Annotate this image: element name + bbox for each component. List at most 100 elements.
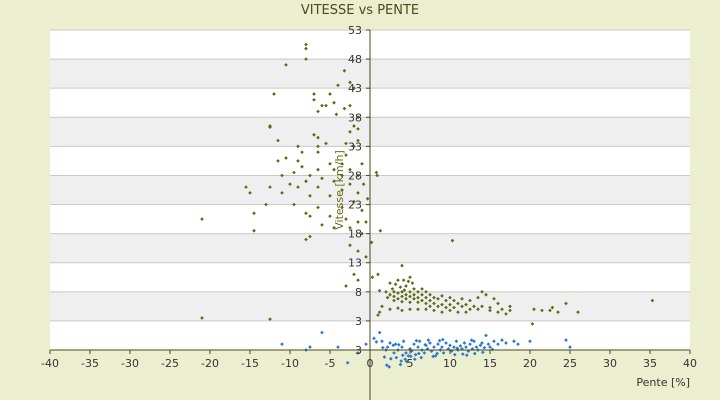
data-point xyxy=(272,92,276,96)
data-point xyxy=(328,214,332,219)
data-point xyxy=(512,339,516,344)
data-point xyxy=(312,132,316,137)
data-point xyxy=(200,316,204,320)
data-point xyxy=(548,308,552,313)
data-point xyxy=(288,182,292,187)
data-point xyxy=(348,225,352,230)
data-point xyxy=(460,304,464,309)
x-axis-label: Pente [%] xyxy=(636,376,690,389)
data-point xyxy=(404,359,409,364)
data-point xyxy=(393,282,398,287)
data-point xyxy=(392,298,396,303)
data-point xyxy=(348,167,352,172)
data-point xyxy=(476,295,480,300)
y-tick-label: 33 xyxy=(348,140,362,153)
data-point xyxy=(304,179,308,184)
data-point xyxy=(416,300,420,305)
data-point xyxy=(308,173,312,178)
data-point xyxy=(469,338,474,342)
data-point xyxy=(344,284,348,288)
data-point xyxy=(340,188,344,192)
data-point xyxy=(564,301,568,306)
data-point xyxy=(374,170,379,175)
data-point xyxy=(392,289,396,294)
y-axis-label: Vitesse [km/h] xyxy=(333,150,346,230)
data-point xyxy=(432,295,436,300)
data-point xyxy=(464,302,468,307)
data-point xyxy=(472,351,477,356)
data-point xyxy=(564,338,568,342)
data-point xyxy=(356,173,360,178)
data-point xyxy=(394,355,399,360)
data-point xyxy=(412,357,417,362)
data-point xyxy=(408,294,412,299)
data-point xyxy=(244,185,248,189)
y-tick-label: 53 xyxy=(348,24,362,37)
data-point xyxy=(436,342,440,347)
data-point xyxy=(348,80,352,85)
data-point xyxy=(396,306,400,310)
data-point xyxy=(332,167,336,172)
data-points xyxy=(200,42,655,369)
data-point xyxy=(400,263,404,268)
data-point xyxy=(504,341,508,345)
x-tick-label: -25 xyxy=(161,357,179,370)
data-point xyxy=(400,299,404,304)
data-point xyxy=(328,92,332,96)
x-tick-label: 40 xyxy=(683,357,697,370)
data-point xyxy=(423,342,428,347)
data-point xyxy=(365,196,370,201)
data-point xyxy=(334,112,339,117)
x-tick-label: 0 xyxy=(367,357,374,370)
data-point xyxy=(252,211,256,216)
data-point xyxy=(280,173,284,178)
data-point xyxy=(377,330,382,335)
data-point xyxy=(300,150,304,155)
x-tick-label: -20 xyxy=(201,357,219,370)
x-tick-label: -30 xyxy=(121,357,139,370)
data-point xyxy=(304,211,308,216)
data-point xyxy=(382,355,387,359)
data-point xyxy=(478,343,483,348)
data-point xyxy=(440,302,444,307)
data-point xyxy=(424,295,428,300)
data-point xyxy=(410,281,415,285)
data-point xyxy=(370,275,375,280)
data-point xyxy=(428,304,432,309)
data-point xyxy=(376,313,380,317)
data-point xyxy=(414,338,419,343)
data-point xyxy=(416,307,420,312)
data-point xyxy=(408,354,413,359)
data-point xyxy=(496,310,500,315)
data-point xyxy=(452,345,456,349)
data-point xyxy=(312,92,316,96)
data-point xyxy=(468,342,472,347)
data-point xyxy=(316,135,320,140)
data-point xyxy=(420,287,424,291)
data-point xyxy=(377,310,382,315)
data-point xyxy=(488,308,492,313)
data-point xyxy=(464,310,468,315)
data-point xyxy=(448,302,452,307)
data-point xyxy=(412,342,416,347)
data-point xyxy=(374,340,379,344)
data-point xyxy=(448,295,452,300)
data-point xyxy=(304,237,308,242)
data-point xyxy=(328,193,332,198)
data-point xyxy=(460,296,464,301)
data-point xyxy=(428,298,432,303)
data-point xyxy=(444,341,448,345)
data-point xyxy=(356,138,360,143)
data-point xyxy=(540,308,544,313)
data-point xyxy=(308,345,312,349)
data-point xyxy=(320,330,324,335)
data-point xyxy=(400,308,404,313)
data-point xyxy=(378,228,383,233)
data-point xyxy=(268,185,272,189)
data-point xyxy=(440,337,445,342)
data-point xyxy=(454,339,459,344)
data-point xyxy=(356,191,360,195)
data-point xyxy=(528,339,532,344)
data-point xyxy=(248,191,252,195)
data-point xyxy=(316,150,320,155)
